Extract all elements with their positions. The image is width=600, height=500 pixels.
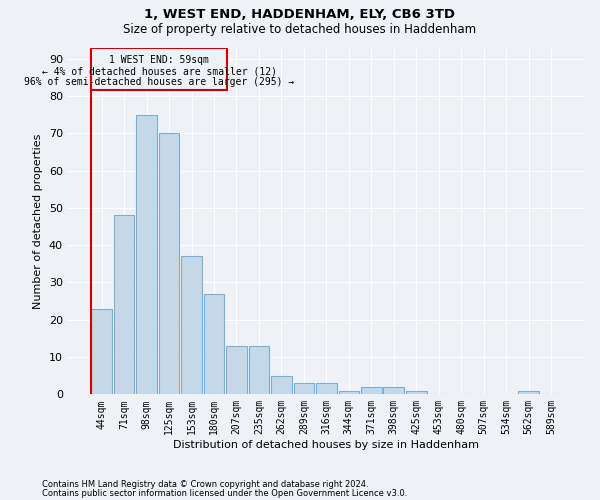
Y-axis label: Number of detached properties: Number of detached properties — [33, 133, 43, 308]
Text: ← 4% of detached houses are smaller (12): ← 4% of detached houses are smaller (12) — [42, 66, 277, 76]
Bar — [226, 346, 247, 395]
Bar — [248, 346, 269, 395]
Text: Contains public sector information licensed under the Open Government Licence v3: Contains public sector information licen… — [42, 489, 407, 498]
Bar — [316, 383, 337, 394]
Bar — [361, 387, 382, 394]
Text: 1, WEST END, HADDENHAM, ELY, CB6 3TD: 1, WEST END, HADDENHAM, ELY, CB6 3TD — [145, 8, 455, 20]
Text: 1 WEST END: 59sqm: 1 WEST END: 59sqm — [109, 55, 209, 65]
Text: Size of property relative to detached houses in Haddenham: Size of property relative to detached ho… — [124, 22, 476, 36]
Bar — [159, 134, 179, 394]
Bar — [91, 308, 112, 394]
Bar — [293, 383, 314, 394]
Bar — [406, 390, 427, 394]
Bar — [203, 294, 224, 394]
Text: Contains HM Land Registry data © Crown copyright and database right 2024.: Contains HM Land Registry data © Crown c… — [42, 480, 368, 489]
Bar — [181, 256, 202, 394]
Bar — [91, 48, 227, 90]
X-axis label: Distribution of detached houses by size in Haddenham: Distribution of detached houses by size … — [173, 440, 479, 450]
Text: 96% of semi-detached houses are larger (295) →: 96% of semi-detached houses are larger (… — [24, 78, 295, 88]
Bar — [518, 390, 539, 394]
Bar — [114, 216, 134, 394]
Bar — [383, 387, 404, 394]
Bar — [338, 390, 359, 394]
Bar — [136, 114, 157, 394]
Bar — [271, 376, 292, 394]
